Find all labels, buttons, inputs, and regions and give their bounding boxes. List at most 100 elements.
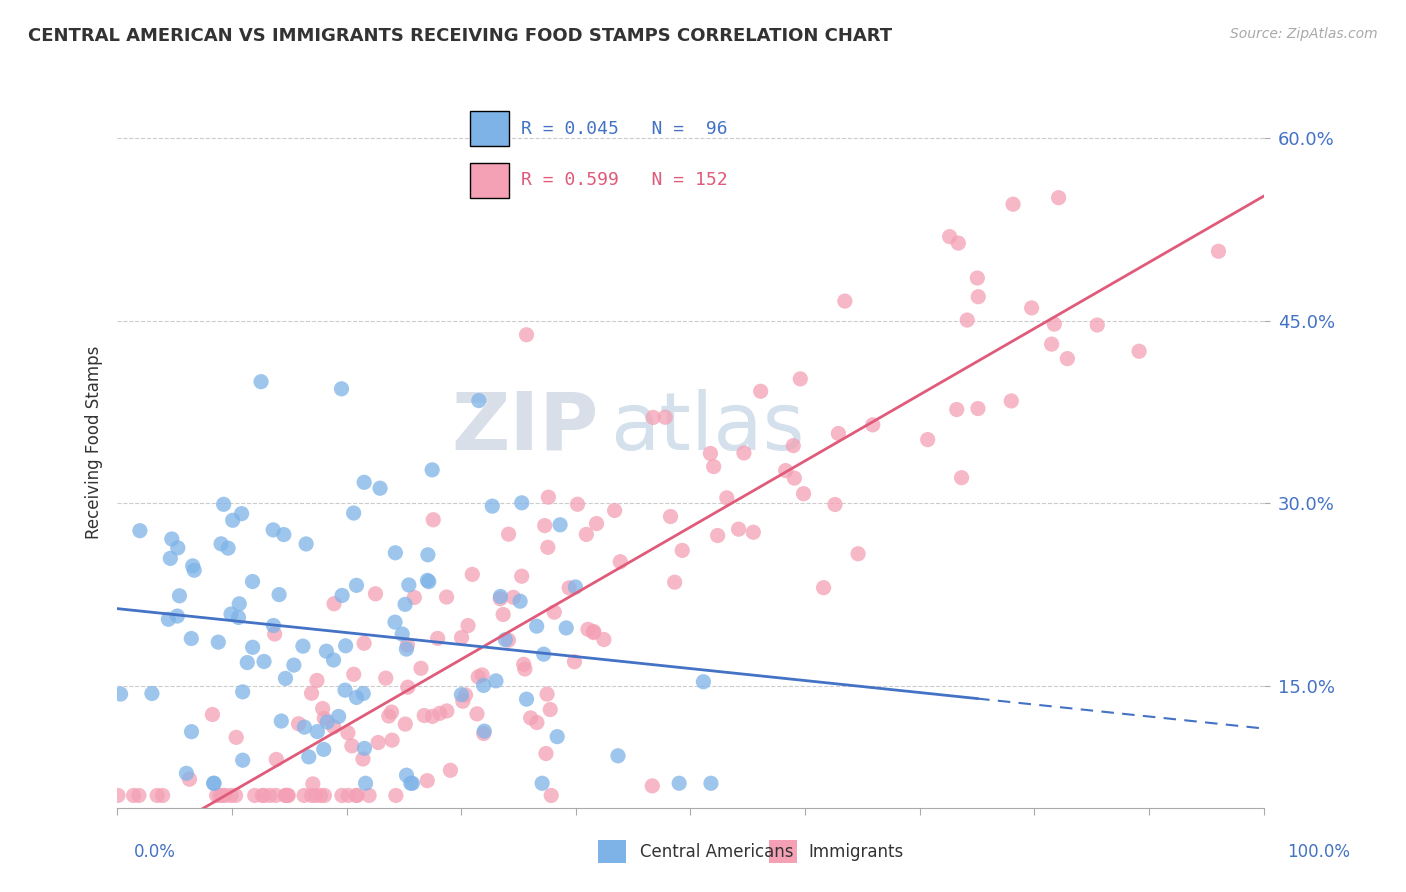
Point xyxy=(314,789,336,803)
Point xyxy=(328,709,350,723)
Point xyxy=(323,597,346,611)
Text: Source: ZipAtlas.com: Source: ZipAtlas.com xyxy=(1230,27,1378,41)
Text: atlas: atlas xyxy=(610,389,804,467)
Point xyxy=(967,401,990,416)
Point xyxy=(468,393,491,408)
Point xyxy=(472,678,495,692)
Point xyxy=(205,789,228,803)
Point xyxy=(391,627,413,641)
Point xyxy=(202,776,225,790)
Point xyxy=(567,497,589,511)
Point xyxy=(374,671,396,685)
Point xyxy=(236,656,259,670)
Point xyxy=(1056,351,1078,366)
Point xyxy=(593,632,616,647)
Point xyxy=(107,789,129,803)
Point xyxy=(416,773,439,788)
Point xyxy=(536,687,558,701)
Point xyxy=(335,639,357,653)
Point xyxy=(367,735,389,749)
Point xyxy=(450,688,472,702)
Point xyxy=(700,776,723,790)
Point xyxy=(270,714,292,728)
Point xyxy=(1043,317,1066,331)
Point xyxy=(394,598,416,612)
Point xyxy=(384,615,406,629)
Point xyxy=(966,271,988,285)
Point xyxy=(467,670,489,684)
Point xyxy=(917,433,939,447)
Point xyxy=(450,631,472,645)
Point xyxy=(813,581,835,595)
Point xyxy=(564,580,586,594)
Point xyxy=(471,668,494,682)
Point xyxy=(546,730,568,744)
Point xyxy=(502,591,524,605)
Point xyxy=(451,694,474,708)
Point xyxy=(543,605,565,619)
Point xyxy=(494,632,516,647)
Point xyxy=(381,705,404,719)
Point xyxy=(396,638,419,652)
Point xyxy=(309,789,332,803)
Point xyxy=(330,382,353,396)
Point xyxy=(252,789,274,803)
Point xyxy=(243,789,266,803)
Point xyxy=(262,523,284,537)
Point xyxy=(515,692,537,706)
Point xyxy=(564,655,586,669)
Point xyxy=(938,229,960,244)
Point xyxy=(201,707,224,722)
Point xyxy=(607,748,630,763)
Point xyxy=(429,706,451,721)
Point xyxy=(207,635,229,649)
Point xyxy=(395,642,418,657)
Point xyxy=(956,313,979,327)
Point xyxy=(413,708,436,723)
Point xyxy=(1085,318,1108,332)
Point xyxy=(416,548,439,562)
Point xyxy=(481,499,503,513)
Point xyxy=(264,789,287,803)
Point xyxy=(298,750,321,764)
Point xyxy=(273,527,295,541)
Point xyxy=(950,470,973,484)
Point xyxy=(337,789,360,803)
Point xyxy=(404,591,426,605)
Point xyxy=(128,524,150,538)
Point xyxy=(166,541,188,555)
Point xyxy=(399,776,422,790)
Point xyxy=(378,709,401,723)
Point xyxy=(664,575,686,590)
Point xyxy=(439,764,461,778)
Point xyxy=(706,528,728,542)
Point xyxy=(315,644,337,658)
Point xyxy=(533,647,555,661)
Point xyxy=(426,632,449,646)
Point xyxy=(472,726,495,740)
Point xyxy=(146,789,169,803)
Point xyxy=(492,607,515,622)
Point xyxy=(1040,337,1063,351)
Point xyxy=(659,509,682,524)
Point xyxy=(416,574,439,588)
Point xyxy=(259,789,281,803)
Point xyxy=(312,742,335,756)
Text: 100.0%: 100.0% xyxy=(1286,843,1350,861)
Point xyxy=(141,686,163,700)
Point xyxy=(346,690,368,705)
Point xyxy=(454,688,477,702)
Point xyxy=(699,446,721,460)
Point xyxy=(364,587,387,601)
Point xyxy=(352,686,374,700)
Point xyxy=(353,636,375,650)
Point xyxy=(1208,244,1230,259)
Point xyxy=(263,618,285,632)
Point xyxy=(603,503,626,517)
Point xyxy=(292,789,315,803)
Point xyxy=(330,789,353,803)
Point xyxy=(274,672,297,686)
Point xyxy=(485,673,508,688)
Point xyxy=(152,789,174,803)
Point xyxy=(1021,301,1043,315)
